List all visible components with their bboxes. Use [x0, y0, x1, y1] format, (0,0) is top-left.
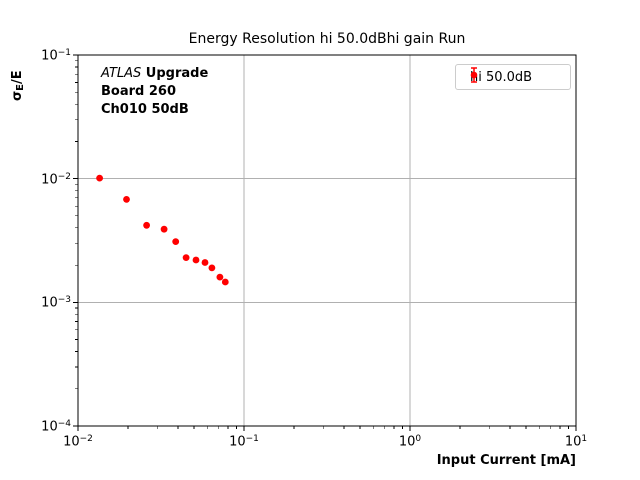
legend-label: hi 50.0dB: [470, 69, 533, 85]
data-point: [160, 225, 168, 233]
annotation-block: ATLAS Upgrade Board 260 Ch010 50dB: [101, 65, 208, 119]
x-tick-label: 100: [398, 434, 422, 450]
data-point: [172, 238, 180, 246]
data-point: [201, 259, 209, 266]
grid-lines: [78, 55, 576, 426]
y-tick-label: 10−4: [41, 419, 71, 435]
data-point: [143, 221, 151, 229]
annotation-atlas: ATLAS: [101, 66, 142, 81]
x-tick-label: 101: [564, 434, 588, 450]
axes-spines: [77, 54, 577, 427]
annotation-channel: Ch010 50dB: [101, 102, 189, 117]
legend: hi 50.0dB: [455, 64, 571, 90]
y-tick-label: 10−2: [41, 172, 71, 188]
y-tick-label: 10−1: [41, 48, 71, 64]
x-axis-label: Input Current [mA]: [436, 453, 576, 468]
y-axis-label: σE/E: [10, 70, 26, 101]
x-tick-label: 10−1: [229, 434, 259, 450]
data-series: [96, 174, 229, 286]
data-point: [221, 278, 229, 286]
data-point: [192, 256, 200, 264]
annotation-upgrade: Upgrade: [141, 66, 209, 81]
x-tick-label: 10−2: [63, 434, 93, 450]
annotation-board: Board 260: [101, 84, 176, 99]
data-point: [182, 254, 190, 261]
data-point: [123, 196, 130, 203]
legend-errorbar-icon: [470, 67, 478, 83]
data-point: [208, 264, 216, 272]
chart-title: Energy Resolution hi 50.0dBhi gain Run: [188, 31, 466, 47]
y-axis-label-subscript: E: [15, 84, 26, 91]
data-point: [96, 174, 103, 182]
y-tick-label: 10−3: [41, 295, 71, 311]
data-point: [216, 273, 224, 281]
